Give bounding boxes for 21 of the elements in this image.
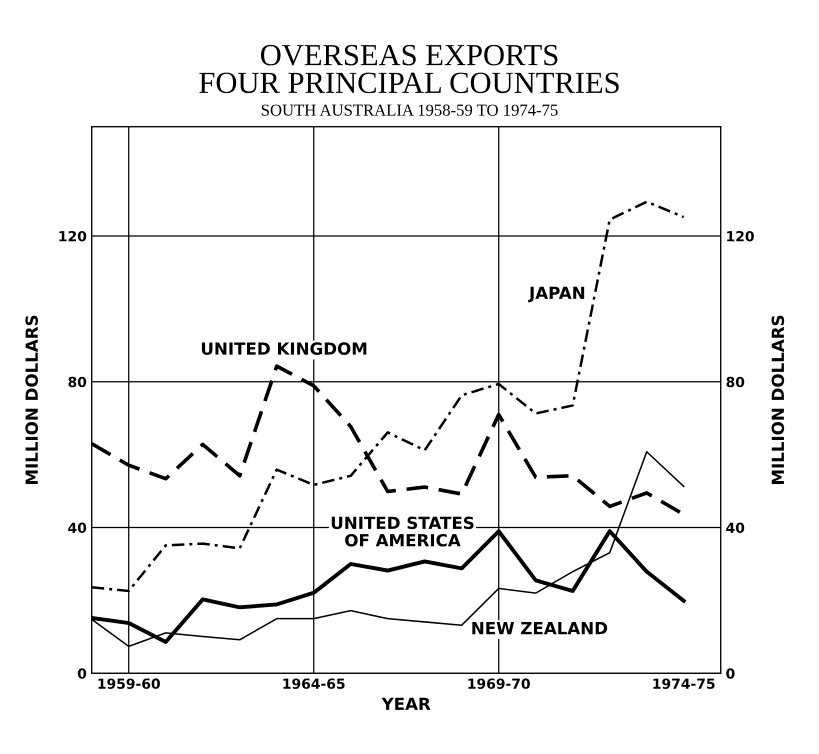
y2-axis-title: MILLION DOLLARS [772, 316, 784, 484]
y2-tick-label: 80 [726, 376, 744, 388]
y2-tick-label: 120 [727, 230, 754, 242]
x-tick-label: 1959-60 [98, 678, 160, 689]
y2-tick-label: 40 [726, 522, 744, 534]
x-tick-label: 1974-75 [653, 678, 715, 689]
series-label: UNITED KINGDOM [202, 342, 366, 355]
y-axis-title: MILLION DOLLARS [25, 316, 38, 484]
y-tick-label: 120 [59, 230, 86, 242]
x-tick-label: 1969-70 [468, 678, 530, 689]
x-axis-title: YEAR [381, 698, 430, 710]
series-label: NEW ZEALAND [472, 622, 608, 634]
series-label: UNITED STATES OF AMERICA [332, 516, 474, 547]
y-tick-label: 40 [68, 522, 86, 534]
chart-subtitle: SOUTH AUSTRALIA 1958-59 TO 1974-75 [262, 104, 558, 116]
chart-title: OVERSEAS EXPORTS FOUR PRINCIPAL COUNTRIES [199, 44, 619, 94]
y-tick-label: 0 [78, 668, 86, 679]
y2-tick-label: 0 [726, 668, 735, 679]
y-tick-label: 80 [68, 376, 86, 388]
series-label: JAPAN [528, 286, 584, 302]
x-tick-label: 1964-65 [283, 678, 345, 689]
